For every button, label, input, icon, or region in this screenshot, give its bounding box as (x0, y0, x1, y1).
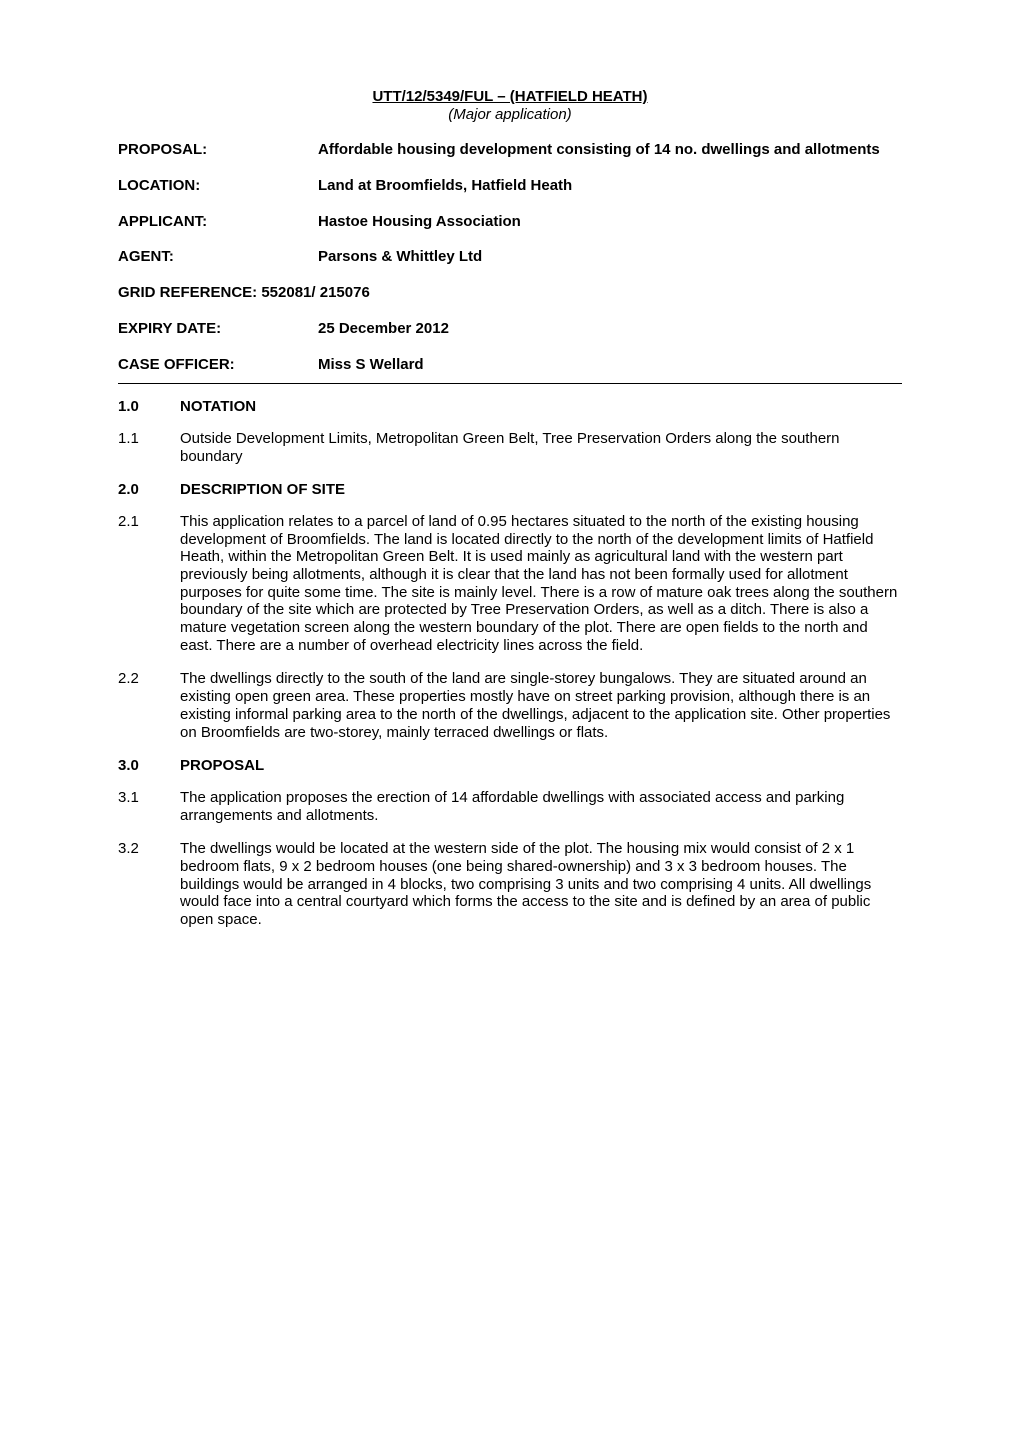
officer-label: CASE OFFICER: (118, 356, 318, 374)
section-1-title: NOTATION (180, 398, 256, 416)
section-2-heading: 2.0 DESCRIPTION OF SITE (118, 481, 902, 499)
location-row: LOCATION: Land at Broomfields, Hatfield … (118, 177, 902, 195)
applicant-label: APPLICANT: (118, 213, 318, 231)
expiry-value: 25 December 2012 (318, 320, 902, 338)
grid-reference: GRID REFERENCE: 552081/ 215076 (118, 284, 902, 302)
proposal-value: Affordable housing development consistin… (318, 141, 902, 159)
section-1-num: 1.0 (118, 398, 180, 416)
para-2-1-text: This application relates to a parcel of … (180, 513, 902, 655)
document-title: UTT/12/5349/FUL – (HATFIELD HEATH) (118, 88, 902, 106)
para-3-2: 3.2 The dwellings would be located at th… (118, 840, 902, 928)
section-3-title: PROPOSAL (180, 757, 264, 775)
para-2-1-num: 2.1 (118, 513, 180, 655)
section-3-num: 3.0 (118, 757, 180, 775)
agent-row: AGENT: Parsons & Whittley Ltd (118, 248, 902, 266)
applicant-value: Hastoe Housing Association (318, 213, 902, 231)
para-1-1-text: Outside Development Limits, Metropolitan… (180, 430, 902, 465)
section-2-title: DESCRIPTION OF SITE (180, 481, 345, 499)
para-3-1-text: The application proposes the erection of… (180, 789, 902, 824)
section-2-num: 2.0 (118, 481, 180, 499)
proposal-label: PROPOSAL: (118, 141, 318, 159)
para-2-2-num: 2.2 (118, 670, 180, 741)
expiry-label: EXPIRY DATE: (118, 320, 318, 338)
agent-label: AGENT: (118, 248, 318, 266)
para-3-1-num: 3.1 (118, 789, 180, 824)
agent-value: Parsons & Whittley Ltd (318, 248, 902, 266)
para-3-1: 3.1 The application proposes the erectio… (118, 789, 902, 824)
divider (118, 383, 902, 384)
document-subtitle: (Major application) (118, 106, 902, 124)
proposal-row: PROPOSAL: Affordable housing development… (118, 141, 902, 159)
para-1-1: 1.1 Outside Development Limits, Metropol… (118, 430, 902, 465)
para-2-2: 2.2 The dwellings directly to the south … (118, 670, 902, 741)
section-1-heading: 1.0 NOTATION (118, 398, 902, 416)
section-3-heading: 3.0 PROPOSAL (118, 757, 902, 775)
para-3-2-text: The dwellings would be located at the we… (180, 840, 902, 928)
planning-report-page: UTT/12/5349/FUL – (HATFIELD HEATH) (Majo… (0, 0, 1020, 1442)
para-2-1: 2.1 This application relates to a parcel… (118, 513, 902, 655)
expiry-row: EXPIRY DATE: 25 December 2012 (118, 320, 902, 338)
para-2-2-text: The dwellings directly to the south of t… (180, 670, 902, 741)
para-3-2-num: 3.2 (118, 840, 180, 928)
officer-row: CASE OFFICER: Miss S Wellard (118, 356, 902, 374)
location-label: LOCATION: (118, 177, 318, 195)
para-1-1-num: 1.1 (118, 430, 180, 465)
location-value: Land at Broomfields, Hatfield Heath (318, 177, 902, 195)
applicant-row: APPLICANT: Hastoe Housing Association (118, 213, 902, 231)
officer-value: Miss S Wellard (318, 356, 902, 374)
